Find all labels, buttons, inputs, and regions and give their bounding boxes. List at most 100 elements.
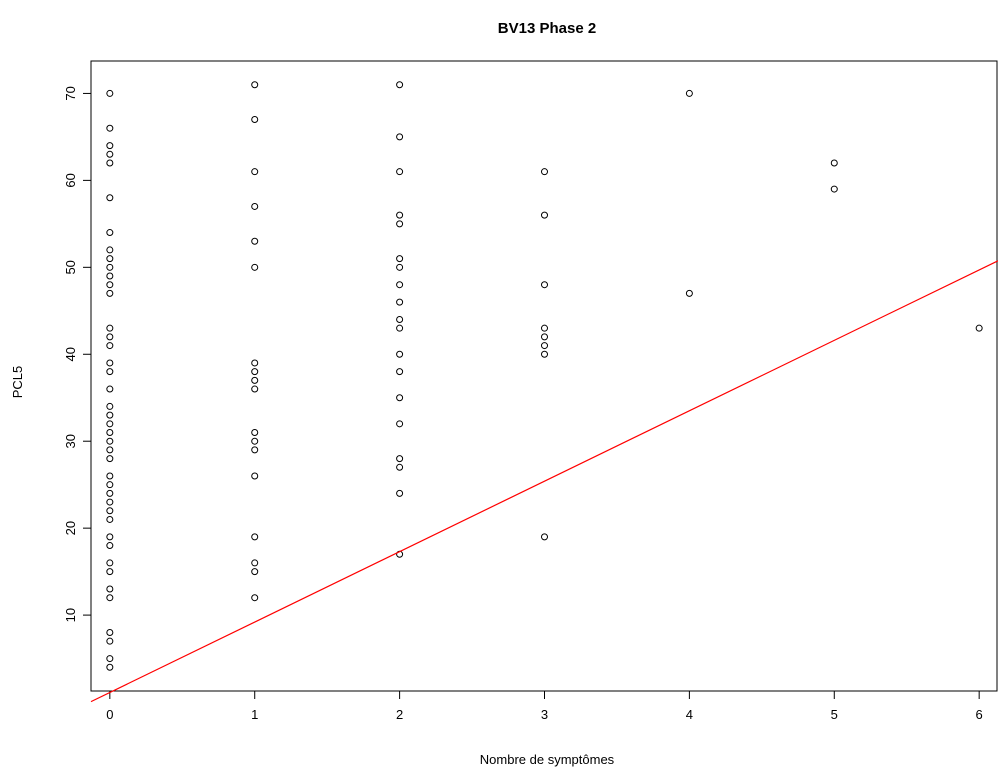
x-tick-label: 6 bbox=[976, 707, 983, 722]
data-point bbox=[106, 655, 114, 663]
data-point bbox=[251, 116, 259, 124]
data-point bbox=[106, 429, 114, 437]
x-tick-label: 2 bbox=[396, 707, 403, 722]
data-point bbox=[106, 594, 114, 602]
data-point bbox=[251, 594, 259, 602]
data-point bbox=[396, 220, 404, 228]
data-point bbox=[396, 168, 404, 176]
data-point bbox=[541, 533, 548, 541]
data-point bbox=[396, 211, 404, 219]
data-point bbox=[251, 429, 259, 437]
data-point bbox=[396, 255, 404, 263]
data-point bbox=[106, 402, 114, 410]
data-point bbox=[251, 446, 259, 454]
y-axis-label: PCL5 bbox=[10, 366, 25, 399]
data-point bbox=[106, 142, 114, 150]
data-point bbox=[106, 481, 114, 489]
data-points bbox=[106, 81, 983, 671]
data-point bbox=[251, 472, 259, 480]
data-point bbox=[106, 255, 114, 263]
axes: 0 1 2 3 4 5 6 10 20 30 40 50 60 70 bbox=[63, 60, 998, 722]
plot-frame bbox=[90, 60, 998, 692]
data-point bbox=[251, 568, 259, 576]
data-point bbox=[251, 359, 259, 367]
data-point bbox=[396, 81, 404, 89]
data-point bbox=[541, 281, 548, 289]
data-point bbox=[251, 368, 259, 376]
data-point bbox=[396, 368, 404, 376]
data-point bbox=[106, 229, 114, 237]
y-tick-label: 10 bbox=[63, 608, 78, 622]
data-point bbox=[106, 150, 114, 158]
data-point bbox=[106, 159, 114, 167]
data-point bbox=[396, 394, 404, 402]
data-point bbox=[106, 542, 114, 550]
y-tick-label: 20 bbox=[63, 521, 78, 535]
data-point bbox=[251, 81, 259, 89]
x-tick-label: 0 bbox=[106, 707, 113, 722]
data-point bbox=[106, 663, 114, 671]
data-point bbox=[396, 420, 404, 428]
data-point bbox=[106, 559, 114, 567]
y-tick-label: 40 bbox=[63, 347, 78, 361]
x-axis-label: Nombre de symptômes bbox=[480, 752, 615, 767]
chart-title: BV13 Phase 2 bbox=[498, 20, 596, 37]
data-point bbox=[830, 159, 838, 167]
data-point bbox=[106, 359, 114, 367]
data-point bbox=[251, 376, 259, 384]
data-point bbox=[541, 211, 548, 219]
data-point bbox=[685, 289, 693, 297]
data-point bbox=[106, 628, 114, 636]
y-tick-label: 60 bbox=[63, 173, 78, 187]
data-point bbox=[251, 559, 259, 567]
data-point bbox=[106, 368, 114, 376]
data-point bbox=[106, 124, 114, 132]
data-point bbox=[106, 568, 114, 576]
data-point bbox=[541, 333, 548, 341]
data-point bbox=[541, 324, 548, 332]
y-tick-label: 70 bbox=[63, 86, 78, 100]
data-point bbox=[830, 185, 838, 193]
data-point bbox=[251, 263, 259, 271]
data-point bbox=[106, 533, 114, 541]
data-point bbox=[106, 246, 114, 254]
data-point bbox=[396, 463, 404, 471]
data-point bbox=[396, 350, 404, 358]
y-tick-label: 30 bbox=[63, 434, 78, 448]
x-tick-label: 4 bbox=[686, 707, 693, 722]
data-point bbox=[396, 263, 404, 271]
data-point bbox=[106, 489, 114, 497]
data-point bbox=[541, 350, 548, 358]
data-point bbox=[251, 202, 259, 210]
x-tick-label: 1 bbox=[251, 707, 258, 722]
data-point bbox=[251, 437, 259, 445]
data-point bbox=[251, 533, 259, 541]
data-point bbox=[106, 289, 114, 297]
data-point bbox=[251, 168, 259, 176]
data-point bbox=[541, 342, 548, 350]
data-point bbox=[975, 324, 983, 332]
data-point bbox=[541, 168, 548, 176]
data-point bbox=[396, 489, 404, 497]
data-point bbox=[106, 420, 114, 428]
data-point bbox=[106, 498, 114, 506]
x-tick-label: 5 bbox=[831, 707, 838, 722]
data-point bbox=[106, 89, 114, 97]
data-point bbox=[251, 385, 259, 393]
data-point bbox=[396, 455, 404, 463]
data-point bbox=[106, 637, 114, 645]
data-point bbox=[396, 133, 404, 141]
data-point bbox=[106, 455, 114, 463]
data-point bbox=[106, 472, 114, 480]
data-point bbox=[685, 89, 693, 97]
data-point bbox=[106, 333, 114, 341]
reference-line bbox=[90, 260, 998, 703]
data-point bbox=[106, 281, 114, 289]
data-point bbox=[251, 237, 259, 245]
data-point bbox=[106, 585, 114, 593]
y-tick-label: 50 bbox=[63, 260, 78, 274]
data-point bbox=[106, 194, 114, 202]
data-point bbox=[106, 385, 114, 393]
data-point bbox=[106, 263, 114, 271]
